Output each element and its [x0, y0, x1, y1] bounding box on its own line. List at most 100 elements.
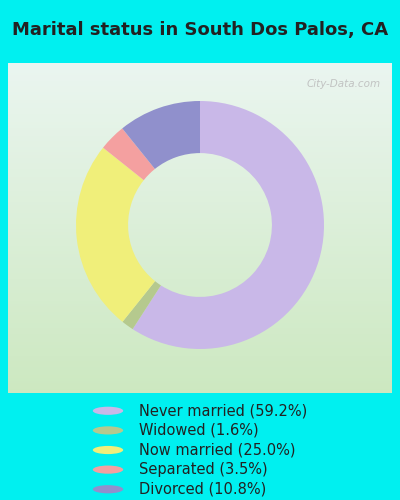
Bar [8, 110, 392, 112]
Bar [8, 318, 392, 321]
Bar [8, 351, 392, 354]
Bar [8, 376, 392, 379]
Bar [8, 134, 392, 136]
Bar [8, 131, 392, 134]
Wedge shape [133, 101, 324, 349]
Bar [8, 112, 392, 115]
Bar [8, 96, 392, 98]
Bar [8, 104, 392, 106]
Bar [8, 360, 392, 362]
Bar [8, 296, 392, 299]
Bar [8, 263, 392, 266]
Bar [8, 84, 392, 87]
Wedge shape [122, 101, 200, 169]
Bar [8, 140, 392, 142]
Wedge shape [76, 148, 155, 322]
Bar [8, 76, 392, 79]
Bar [8, 343, 392, 346]
Bar [8, 384, 392, 387]
Bar [8, 164, 392, 167]
Bar [8, 299, 392, 302]
Bar [8, 194, 392, 197]
Bar [8, 126, 392, 128]
Bar [8, 219, 392, 222]
Bar [8, 62, 392, 65]
Bar [8, 379, 392, 382]
Bar [8, 189, 392, 192]
Bar [8, 266, 392, 269]
Bar [8, 285, 392, 288]
Bar [8, 200, 392, 203]
Bar [8, 246, 392, 250]
Bar [8, 225, 392, 228]
Bar [8, 101, 392, 104]
Bar [8, 272, 392, 274]
Bar [8, 142, 392, 145]
Bar [8, 255, 392, 258]
Bar [8, 370, 392, 373]
Bar [8, 176, 392, 178]
Text: City-Data.com: City-Data.com [306, 79, 380, 89]
Bar [8, 304, 392, 307]
Circle shape [93, 406, 123, 415]
Bar [8, 70, 392, 74]
Bar [8, 282, 392, 285]
Circle shape [93, 426, 123, 434]
Bar [8, 159, 392, 162]
Bar [8, 357, 392, 360]
Bar [8, 222, 392, 225]
Bar [8, 180, 392, 184]
Bar [8, 186, 392, 189]
Bar [8, 216, 392, 219]
Bar [8, 192, 392, 194]
Bar [8, 206, 392, 208]
Bar [8, 167, 392, 170]
Bar [8, 178, 392, 180]
Text: Widowed (1.6%): Widowed (1.6%) [139, 423, 259, 438]
Text: Now married (25.0%): Now married (25.0%) [139, 442, 296, 458]
Bar [8, 291, 392, 294]
Bar [8, 136, 392, 140]
Bar [8, 354, 392, 357]
Bar [8, 106, 392, 110]
Bar [8, 326, 392, 329]
Bar [8, 335, 392, 338]
Bar [8, 307, 392, 310]
Bar [8, 115, 392, 117]
Bar [8, 233, 392, 236]
Bar [8, 274, 392, 277]
Bar [8, 150, 392, 153]
Bar [8, 362, 392, 365]
Bar [8, 316, 392, 318]
Bar [8, 338, 392, 340]
Bar [8, 211, 392, 214]
Bar [8, 277, 392, 280]
Bar [8, 340, 392, 343]
Bar [8, 93, 392, 96]
Bar [8, 250, 392, 252]
Bar [8, 236, 392, 238]
Bar [8, 269, 392, 272]
Bar [8, 260, 392, 263]
Bar [8, 228, 392, 230]
Bar [8, 148, 392, 150]
Bar [8, 365, 392, 368]
Bar [8, 324, 392, 326]
Bar [8, 382, 392, 384]
Bar [8, 244, 392, 246]
Bar [8, 329, 392, 332]
Bar [8, 74, 392, 76]
Bar [8, 184, 392, 186]
Wedge shape [103, 128, 155, 180]
Text: Never married (59.2%): Never married (59.2%) [139, 404, 308, 418]
Text: Marital status in South Dos Palos, CA: Marital status in South Dos Palos, CA [12, 21, 388, 39]
Bar [8, 68, 392, 70]
Bar [8, 153, 392, 156]
Bar [8, 98, 392, 101]
Bar [8, 288, 392, 291]
Bar [8, 373, 392, 376]
Bar [8, 390, 392, 392]
Bar [8, 203, 392, 205]
Bar [8, 302, 392, 304]
Bar [8, 258, 392, 260]
